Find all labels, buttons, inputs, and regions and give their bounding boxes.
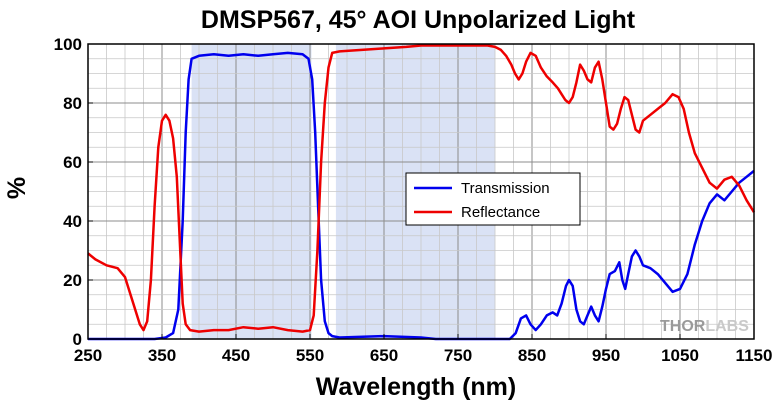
y-tick-label: 0 — [73, 330, 82, 349]
x-tick-label: 950 — [592, 346, 620, 365]
chart-title: DMSP567, 45° AOI Unpolarized Light — [201, 6, 636, 34]
legend-box — [405, 172, 581, 226]
legend-label-reflectance: Reflectance — [461, 204, 540, 221]
x-tick-label: 1150 — [736, 346, 773, 365]
y-tick-label: 20 — [63, 271, 82, 290]
legend: Transmission Reflectance — [405, 172, 581, 226]
y-tick-label: 60 — [63, 153, 82, 172]
thorlabs-logo: THORLABS — [660, 318, 749, 335]
series-reflectance-line — [87, 44, 756, 333]
x-tick-label: 350 — [148, 346, 176, 365]
x-axis-ticks: 250 350 450 550 650 750 850 950 1050 1150 — [74, 334, 773, 365]
y-tick-label: 100 — [54, 35, 82, 54]
y-axis-label: % — [3, 177, 31, 199]
legend-label-transmission: Transmission — [461, 180, 550, 197]
y-tick-label: 40 — [63, 212, 82, 231]
y-tick-label: 80 — [63, 94, 82, 113]
thorlabs-logo-text: THORLABS — [660, 318, 749, 335]
x-tick-label: 1050 — [661, 346, 699, 365]
series-transmission-line — [88, 51, 755, 341]
x-tick-label: 450 — [222, 346, 250, 365]
y-axis-ticks: 0 20 40 60 80 100 — [54, 35, 93, 349]
x-tick-label: 250 — [74, 346, 102, 365]
x-axis-label: Wavelength (nm) — [316, 373, 516, 401]
x-tick-label: 550 — [296, 346, 324, 365]
series-layer — [87, 44, 756, 341]
plot-frame — [87, 43, 755, 340]
x-tick-label: 650 — [370, 346, 398, 365]
x-tick-label: 850 — [518, 346, 546, 365]
x-tick-label: 750 — [444, 346, 472, 365]
